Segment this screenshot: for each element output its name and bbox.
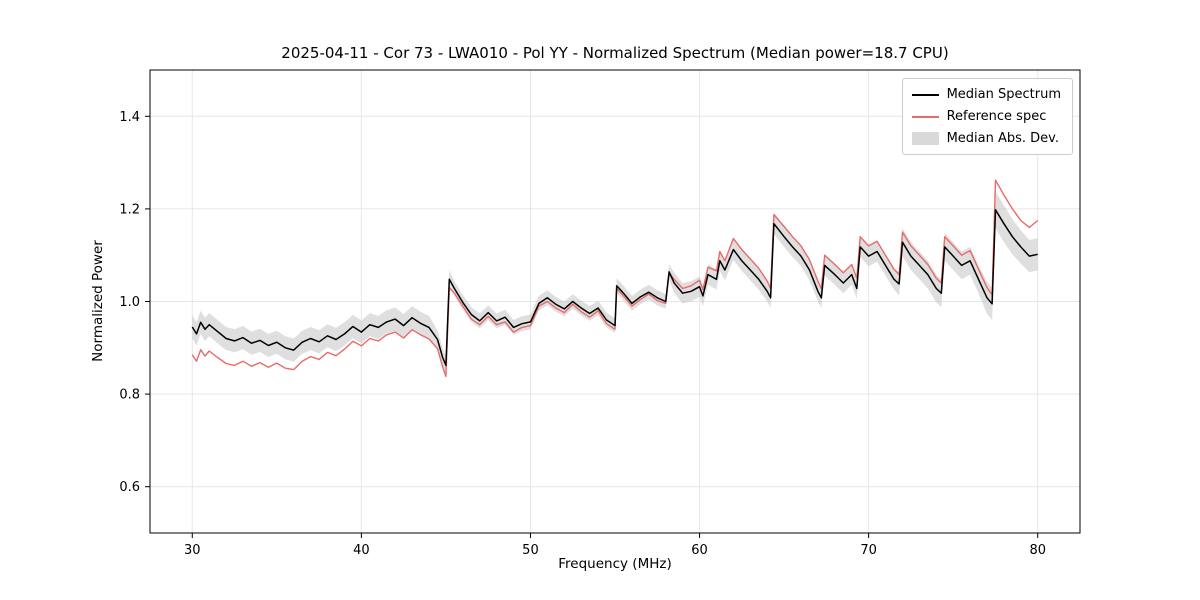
legend-label-median: Median Spectrum (946, 87, 1061, 102)
legend-label-reference: Reference spec (946, 109, 1047, 124)
x-tick-label: 40 (353, 543, 370, 558)
y-tick-label: 0.8 (119, 388, 140, 403)
mad-band-swatch-icon (911, 132, 939, 145)
legend: Median Spectrum Reference spec Median Ab… (901, 78, 1073, 155)
y-tick-label: 1.2 (119, 202, 140, 217)
mad-band (192, 191, 1038, 375)
reference-line-swatch-icon (911, 115, 939, 118)
x-tick-label: 50 (522, 543, 539, 558)
y-tick-label: 1.0 (119, 295, 140, 310)
legend-label-mad: Median Abs. Dev. (946, 131, 1060, 146)
y-tick-label: 1.4 (119, 110, 140, 125)
median-line-swatch-icon (911, 93, 939, 96)
x-tick-label: 30 (184, 543, 201, 558)
x-axis-label: Frequency (MHz) (558, 556, 672, 572)
reference-line (191, 179, 1039, 378)
chart-title: 2025-04-11 - Cor 73 - LWA010 - Pol YY - … (281, 44, 949, 62)
legend-item-median-abs-dev: Median Abs. Dev. (911, 130, 1061, 147)
legend-item-reference-spec: Reference spec (911, 108, 1061, 125)
x-tick-label: 80 (1029, 543, 1046, 558)
x-tick-label: 70 (860, 543, 877, 558)
y-axis-label: Normalized Power (90, 240, 106, 362)
x-tick-label: 60 (691, 543, 708, 558)
legend-item-median-spectrum: Median Spectrum (911, 86, 1061, 103)
median-line (191, 209, 1038, 367)
y-tick-label: 0.6 (119, 480, 140, 495)
